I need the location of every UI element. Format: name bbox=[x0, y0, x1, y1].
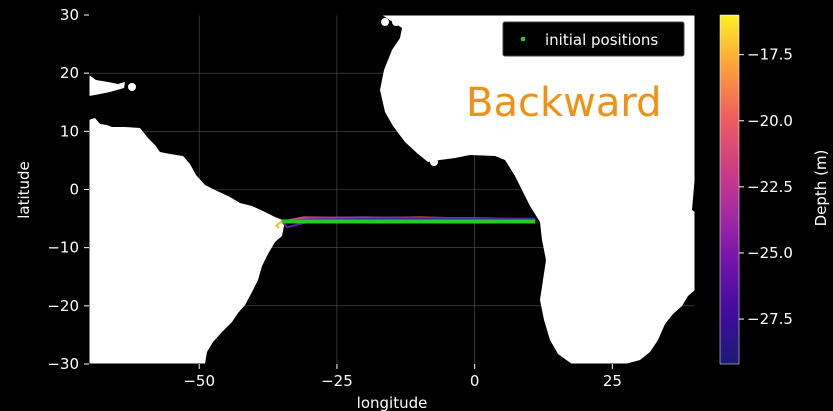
x-tick-label: 25 bbox=[603, 372, 622, 390]
colorbar-tick-label: −17.5 bbox=[747, 46, 793, 64]
colorbar-tick-label: −27.5 bbox=[747, 310, 793, 328]
legend-marker bbox=[521, 37, 525, 41]
colorbar-tick-label: −20.0 bbox=[747, 112, 793, 130]
land-masses bbox=[89, 15, 695, 364]
y-axis: 30 20 10 0 −10 −20 −30 bbox=[47, 6, 89, 373]
y-tick-label: 20 bbox=[60, 64, 79, 82]
y-tick-label: 30 bbox=[60, 6, 79, 24]
trajectory-line bbox=[275, 220, 283, 229]
south-america-landmass bbox=[89, 118, 285, 364]
x-tick-label: 0 bbox=[470, 372, 480, 390]
island bbox=[381, 18, 389, 26]
x-tick-label: −50 bbox=[183, 372, 215, 390]
island bbox=[430, 158, 438, 166]
africa-landmass bbox=[380, 15, 695, 364]
y-tick-label: −10 bbox=[47, 239, 79, 257]
y-tick-label: 10 bbox=[60, 122, 79, 140]
y-tick-label: 0 bbox=[69, 181, 79, 199]
backward-annotation: Backward bbox=[466, 80, 661, 126]
north-america-tip bbox=[89, 15, 125, 96]
colorbar-gradient bbox=[719, 14, 740, 365]
y-tick-label: −30 bbox=[47, 355, 79, 373]
legend: initial positions bbox=[502, 21, 685, 57]
y-tick-label: −20 bbox=[47, 297, 79, 315]
colorbar-label: Depth (m) bbox=[812, 150, 830, 227]
legend-entry-initial-positions: initial positions bbox=[545, 31, 658, 49]
colorbar: −17.5 −20.0 −22.5 −25.0 −27.5 Depth (m) bbox=[719, 14, 830, 365]
colorbar-tick-label: −22.5 bbox=[747, 178, 793, 196]
y-axis-label: latitude bbox=[15, 161, 33, 219]
colorbar-ticks: −17.5 −20.0 −22.5 −25.0 −27.5 bbox=[739, 46, 793, 328]
x-axis-label: longitude bbox=[357, 394, 428, 411]
x-tick-label: −25 bbox=[321, 372, 353, 390]
colorbar-tick-label: −25.0 bbox=[747, 244, 793, 262]
island bbox=[392, 18, 400, 26]
x-axis: −50 −25 0 25 bbox=[183, 364, 622, 390]
legend-box bbox=[502, 21, 685, 57]
island bbox=[128, 83, 136, 91]
